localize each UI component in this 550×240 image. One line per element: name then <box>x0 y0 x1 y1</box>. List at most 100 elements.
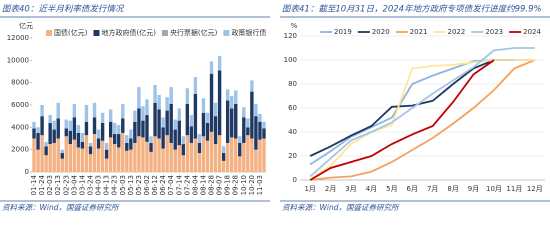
bar-segment <box>258 139 262 172</box>
bar-segment <box>44 141 48 147</box>
bar-segment <box>201 136 206 172</box>
bar-segment <box>234 90 238 104</box>
x-tick-label: 05-23 <box>135 175 143 195</box>
bar-segment <box>80 132 85 142</box>
bar-segment <box>213 102 218 117</box>
x-tick-label: 2月 <box>325 185 336 193</box>
bar-segment <box>44 155 48 172</box>
legend-swatch <box>93 30 100 36</box>
bar-segment <box>193 138 198 172</box>
bar-segment <box>145 141 149 172</box>
bar-segment <box>137 136 141 172</box>
bar-segment <box>169 87 173 104</box>
bar-segment <box>262 121 266 129</box>
bar-segment <box>129 149 133 172</box>
bar-segment <box>205 122 210 141</box>
x-tick-label: 04-03 <box>95 175 103 195</box>
bar-segment <box>153 102 157 137</box>
bar-segment <box>165 97 169 111</box>
x-tick-label: 10月 <box>486 185 502 193</box>
y-tick-label: 100 <box>284 56 297 64</box>
bar-segment <box>250 91 254 139</box>
bar-segment <box>161 117 165 128</box>
bar-segment <box>104 158 109 172</box>
x-tick-label: 8月 <box>447 185 458 193</box>
bar-segment <box>225 142 230 172</box>
bar-segment <box>84 105 89 122</box>
bar-segment <box>181 155 185 172</box>
bar-segment <box>133 142 137 172</box>
bar-segment <box>165 135 169 172</box>
bar-segment <box>125 150 129 172</box>
bar-segment <box>76 147 81 172</box>
bar-segment <box>36 132 40 150</box>
x-tick-label: 04-13 <box>103 175 111 195</box>
x-tick-label: 05-13 <box>127 175 135 195</box>
bar-segment <box>108 121 113 138</box>
bar-segment <box>48 122 52 145</box>
bar-segment <box>169 142 173 172</box>
bar-segment <box>185 103 190 136</box>
bar-segment <box>36 127 40 133</box>
bar-segment <box>52 120 56 130</box>
bar-segment <box>250 138 254 172</box>
source: 资料来源：Wind，国盛证券研究所 <box>282 203 400 212</box>
bar-segment <box>169 103 173 143</box>
y-tick-label: 60 <box>288 104 297 112</box>
x-tick-label: 07-14 <box>175 174 183 195</box>
bar-segment <box>64 119 68 129</box>
bar-segment <box>238 156 242 172</box>
bar-segment <box>242 142 246 172</box>
bar-segment <box>242 107 246 118</box>
bar-segment <box>205 140 210 172</box>
x-tick-label: 09-18 <box>224 175 232 195</box>
bar-segment <box>181 136 185 145</box>
bar-segment <box>193 77 198 94</box>
bar-segment <box>48 115 52 123</box>
bar-segment <box>173 119 177 130</box>
x-tick-label: 09-28 <box>232 175 240 195</box>
bar-segment <box>96 129 101 139</box>
y-tick-label: 0 <box>25 168 29 176</box>
bar-segment <box>254 116 258 150</box>
bar-segment <box>221 160 226 172</box>
bar-segment <box>234 138 238 172</box>
x-tick-label: 01-14 <box>30 174 38 195</box>
bar-segment <box>145 99 149 116</box>
y-tick-label: 0 <box>293 176 297 184</box>
bar-segment <box>117 125 121 135</box>
bar-segment <box>238 136 242 143</box>
bar-segment <box>177 120 181 146</box>
bar-segment <box>76 132 81 148</box>
x-tick-label: 12月 <box>527 185 543 193</box>
bar-segment <box>52 142 56 172</box>
bar-segment <box>145 115 149 142</box>
bar-segment <box>129 129 133 139</box>
bar-segment <box>40 105 44 117</box>
bar-segment <box>201 112 206 137</box>
bar-segment <box>221 146 226 154</box>
bar-segment <box>258 113 262 122</box>
bar-segment <box>108 137 113 172</box>
legend-label: 国债(亿元) <box>54 28 88 37</box>
bar-segment <box>217 135 222 172</box>
x-tick-label: 10-20 <box>248 175 256 195</box>
bar-segment <box>217 55 222 71</box>
x-tick-label: 6月 <box>407 185 418 193</box>
bar-segment <box>225 89 230 101</box>
bar-segment <box>137 108 141 137</box>
bar-segment <box>72 117 77 140</box>
bar-segment <box>40 135 44 172</box>
bar-segment <box>96 148 101 172</box>
x-tick-label: 02-03 <box>46 175 54 195</box>
y-axis-label: % <box>291 22 298 30</box>
bar-segment <box>234 103 238 139</box>
bar-segment <box>133 121 137 143</box>
bar-segment <box>104 142 109 150</box>
bar-segment <box>64 136 68 172</box>
bar-segment <box>141 137 145 172</box>
bar-segment <box>258 121 262 140</box>
bar-segment <box>56 118 60 139</box>
legend-label: 政策银行债 <box>231 28 266 37</box>
bar-segment <box>121 118 125 133</box>
